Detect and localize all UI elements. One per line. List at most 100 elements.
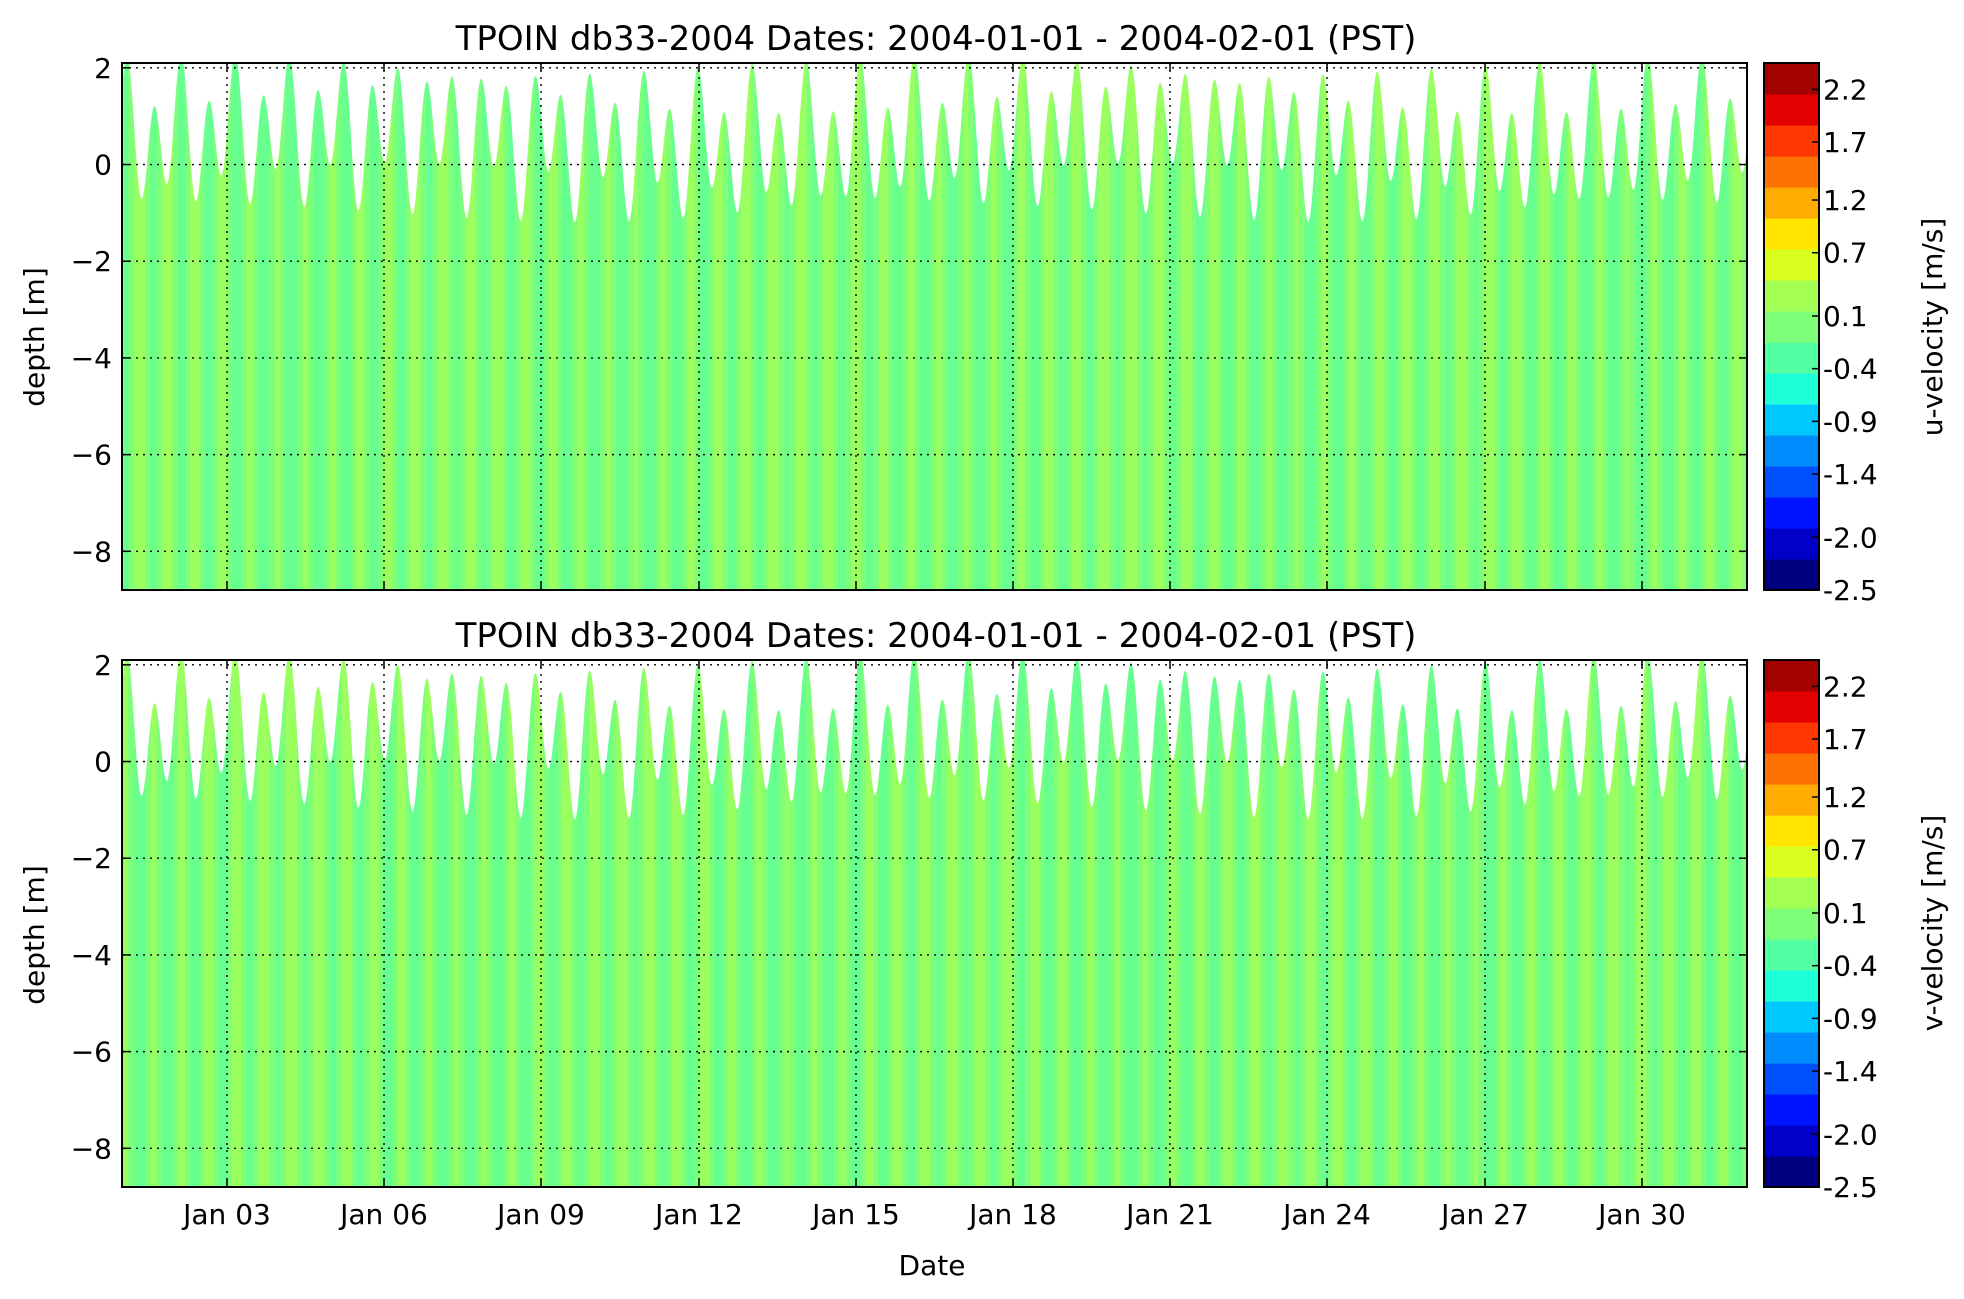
y-tick-label: −6 (71, 439, 112, 472)
band-negative (258, 63, 270, 590)
y-tick-label: 0 (94, 149, 112, 182)
colorbar-segment (1764, 435, 1819, 467)
band-negative (275, 660, 281, 1187)
band-negative (150, 63, 157, 590)
y-axis-label: depth [m] (18, 267, 51, 407)
band-positive (1030, 660, 1040, 1187)
band-positive (341, 660, 352, 1187)
band-negative (851, 660, 861, 1187)
band-negative (1017, 660, 1025, 1187)
band-negative (1098, 660, 1110, 1187)
colorbar-segment (1764, 497, 1819, 529)
band-positive (520, 63, 531, 590)
band-negative (218, 660, 227, 1187)
grid (122, 63, 1747, 590)
band-positive (1250, 660, 1261, 1187)
band-positive (1500, 660, 1507, 1187)
band-positive (218, 63, 227, 590)
band-positive (892, 660, 903, 1187)
band-negative (728, 63, 736, 590)
band-positive (671, 660, 683, 1187)
x-tick-label: Jan 06 (338, 1198, 428, 1231)
band-negative (1456, 660, 1468, 1187)
band-negative (1321, 660, 1328, 1187)
band-positive (481, 660, 487, 1187)
colorbar-tick-label: 1.2 (1823, 781, 1868, 814)
band-negative (1401, 660, 1412, 1187)
x-tick-label: Jan 15 (810, 1198, 900, 1231)
band-positive (1608, 660, 1619, 1187)
band-negative (1294, 660, 1299, 1187)
x-tick-label: Jan 24 (1281, 1198, 1371, 1231)
colorbar-segment (1764, 63, 1819, 95)
band-negative (204, 63, 214, 590)
chart-title: TPOIN db33-2004 Dates: 2004-01-01 - 2004… (455, 616, 1417, 656)
band-positive (946, 660, 958, 1187)
band-positive (990, 63, 997, 590)
band-negative (1071, 660, 1082, 1187)
grid (122, 660, 1747, 1187)
colorbar-tick-label: 2.2 (1823, 670, 1868, 703)
band-positive (1332, 660, 1344, 1187)
band-positive (275, 63, 281, 590)
band-negative (1540, 660, 1550, 1187)
band-positive (383, 63, 393, 590)
colorbar-segment (1764, 784, 1819, 816)
band-negative (1115, 63, 1121, 590)
y-tick-label: 2 (94, 649, 112, 682)
band-negative (756, 63, 763, 590)
band-negative (892, 63, 903, 590)
band-positive (548, 63, 558, 590)
band-positive (907, 63, 915, 590)
band-positive (812, 660, 818, 1187)
colorbar-tick-label: 2.2 (1823, 73, 1868, 106)
band-positive (124, 660, 129, 1187)
band-positive (1374, 63, 1384, 590)
band-negative (1691, 63, 1701, 590)
band-negative (1348, 660, 1356, 1187)
band-positive (740, 63, 751, 590)
band-negative (1596, 660, 1603, 1187)
band-negative (410, 660, 421, 1187)
band-positive (410, 63, 421, 590)
y-tick-label: −8 (71, 535, 112, 568)
band-positive (1456, 63, 1468, 590)
band-positive (190, 63, 200, 590)
colorbar-segment (1764, 94, 1819, 126)
band-negative (974, 63, 986, 590)
band-negative (508, 63, 516, 590)
band-positive (1705, 63, 1715, 590)
band-positive (1580, 660, 1591, 1187)
band-negative (520, 660, 531, 1187)
band-positive (633, 63, 638, 590)
band-positive (1098, 63, 1110, 590)
band-negative (124, 63, 129, 590)
band-positive (1484, 63, 1495, 590)
axes-frame (121, 659, 1748, 1188)
band-negative (1553, 63, 1564, 590)
band-negative (605, 660, 611, 1187)
band-positive (1086, 660, 1094, 1187)
band-positive (1196, 660, 1205, 1187)
band-negative (246, 660, 254, 1187)
colorbar-segment (1764, 187, 1819, 219)
colorbar-segment (1764, 660, 1819, 692)
colorbar-segment (1764, 1063, 1819, 1095)
colorbar-segment (1764, 1125, 1819, 1157)
band-positive (1417, 660, 1425, 1187)
band-positive (784, 660, 790, 1187)
colorbar-segment (1764, 156, 1819, 188)
colorbar-segment (1764, 218, 1819, 250)
colorbar-segment (1764, 528, 1819, 560)
band-positive (1348, 63, 1356, 590)
band-negative (177, 63, 185, 590)
band-positive (454, 660, 459, 1187)
band-positive (329, 63, 336, 590)
colorbar-segment (1764, 1032, 1819, 1064)
band-negative (1277, 63, 1289, 590)
band-negative (1719, 63, 1728, 590)
band-positive (1663, 660, 1674, 1187)
band-positive (258, 660, 270, 1187)
band-positive (589, 660, 600, 1187)
